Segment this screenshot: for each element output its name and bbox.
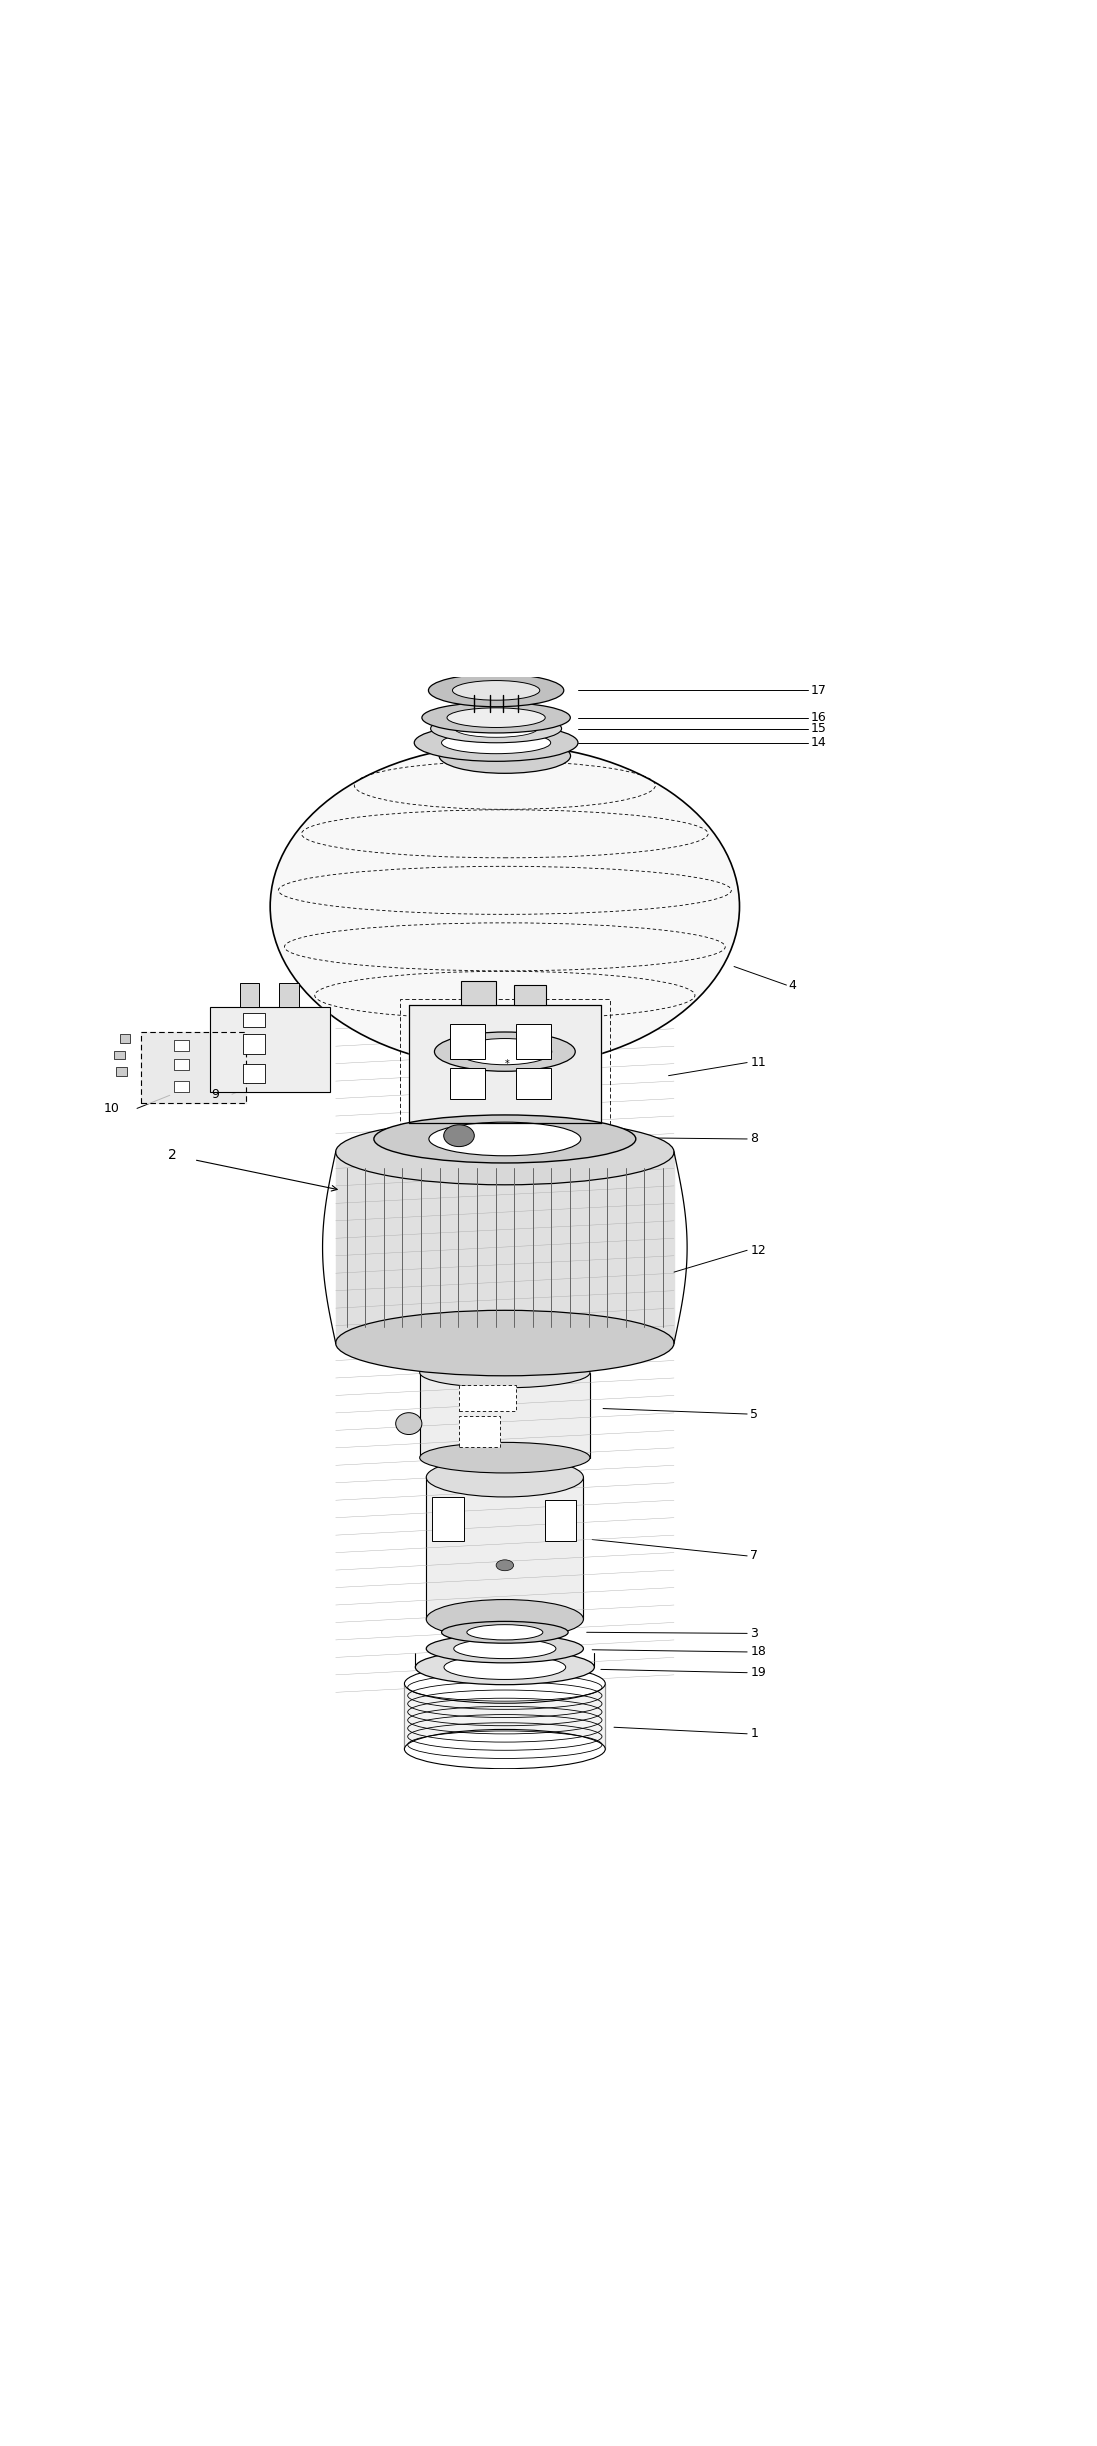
Ellipse shape [431, 714, 562, 744]
Ellipse shape [454, 1639, 556, 1658]
Bar [450, 1069, 485, 1098]
Ellipse shape [427, 1458, 584, 1497]
Ellipse shape [415, 724, 578, 761]
Text: 18: 18 [750, 1646, 767, 1658]
Ellipse shape [429, 675, 564, 707]
Bar [516, 1069, 551, 1098]
Text: 5: 5 [750, 1406, 758, 1421]
Text: 4: 4 [789, 978, 796, 991]
Ellipse shape [454, 719, 538, 736]
Ellipse shape [441, 1622, 568, 1644]
Text: *: * [505, 1059, 509, 1069]
Ellipse shape [336, 1120, 674, 1184]
Ellipse shape [439, 739, 570, 773]
Ellipse shape [422, 702, 570, 734]
Text: 12: 12 [750, 1243, 766, 1257]
Text: 14: 14 [811, 736, 826, 748]
Ellipse shape [443, 1125, 474, 1147]
Ellipse shape [420, 1358, 590, 1387]
Ellipse shape [427, 1634, 584, 1663]
Ellipse shape [336, 1311, 674, 1375]
Ellipse shape [434, 1032, 575, 1071]
Bar [432, 1497, 464, 1541]
Ellipse shape [405, 1663, 606, 1702]
Ellipse shape [270, 746, 739, 1069]
Bar [279, 983, 298, 1008]
Ellipse shape [429, 1123, 580, 1157]
Bar [242, 1013, 264, 1027]
Bar [459, 1384, 516, 1411]
Bar [116, 1066, 127, 1076]
Ellipse shape [444, 1656, 566, 1680]
Bar [211, 1008, 330, 1091]
Text: 11: 11 [750, 1057, 766, 1069]
Ellipse shape [416, 1649, 595, 1685]
Text: 17: 17 [811, 685, 826, 697]
Text: 16: 16 [811, 712, 826, 724]
Text: 1: 1 [750, 1727, 758, 1739]
Bar [142, 1032, 246, 1103]
Bar [461, 981, 496, 1005]
Ellipse shape [467, 1624, 543, 1639]
Bar [450, 1025, 485, 1059]
Text: 7: 7 [750, 1548, 758, 1563]
Bar [174, 1040, 190, 1049]
Ellipse shape [457, 1040, 552, 1064]
Bar [114, 1049, 125, 1059]
Ellipse shape [496, 1561, 513, 1570]
Bar [400, 1000, 610, 1128]
Text: 2: 2 [168, 1147, 177, 1162]
Text: 8: 8 [750, 1132, 758, 1145]
Bar [242, 1064, 264, 1084]
Bar [242, 1035, 264, 1054]
Ellipse shape [452, 680, 540, 700]
Ellipse shape [427, 1600, 584, 1639]
Bar [459, 1416, 500, 1446]
Ellipse shape [396, 1414, 422, 1433]
Ellipse shape [374, 1115, 636, 1162]
Ellipse shape [441, 731, 551, 753]
Bar [120, 1035, 131, 1042]
Ellipse shape [446, 707, 545, 726]
Text: 15: 15 [811, 722, 826, 736]
Text: 19: 19 [750, 1666, 766, 1678]
Bar [174, 1081, 190, 1091]
Text: 9: 9 [212, 1088, 219, 1101]
Bar [516, 1025, 551, 1059]
Ellipse shape [420, 1443, 590, 1472]
Ellipse shape [405, 1729, 606, 1768]
Bar [545, 1499, 576, 1541]
Text: 3: 3 [750, 1627, 758, 1639]
Bar [174, 1059, 190, 1071]
Bar [513, 986, 546, 1005]
Bar [239, 983, 259, 1008]
Text: 10: 10 [104, 1101, 120, 1115]
